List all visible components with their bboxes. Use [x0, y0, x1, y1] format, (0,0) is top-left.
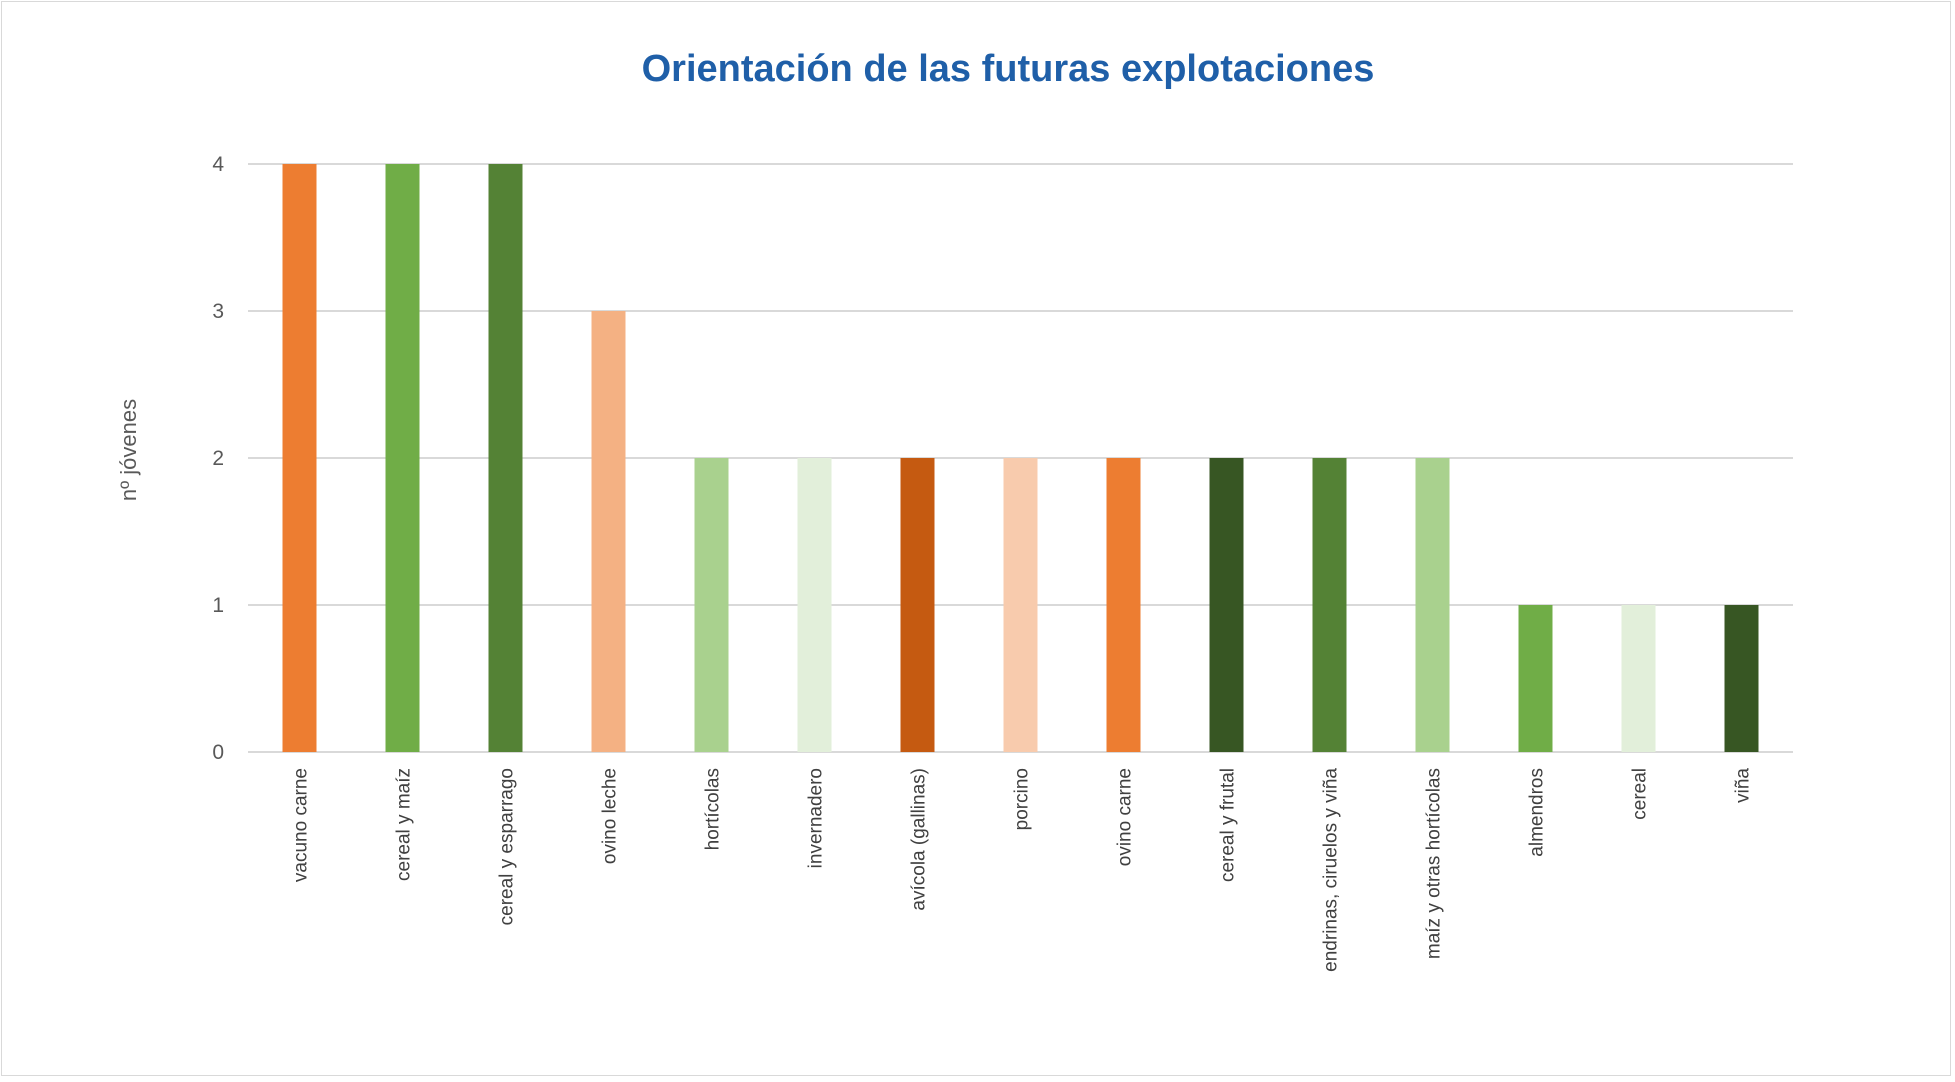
x-tick-label: cereal y frutal [1218, 768, 1239, 882]
x-tick-label: cereal y maíz [394, 768, 415, 881]
bar [1003, 458, 1038, 752]
x-tick-label: vacuno carne [291, 768, 312, 882]
x-tick-label: porcino [1012, 768, 1033, 830]
bar [1518, 605, 1553, 752]
bars [282, 164, 1759, 752]
bar [1312, 458, 1347, 752]
bar [1106, 458, 1141, 752]
x-tick-label: almendros [1527, 768, 1548, 857]
x-tick-label: viña [1733, 768, 1754, 803]
y-tick-label: 3 [212, 300, 224, 323]
x-tick-labels: vacuno carne cereal y maíz cereal y esparr… [291, 768, 1754, 972]
x-tick-label: endrinas, ciruelos y viña [1321, 768, 1342, 972]
bar [1621, 605, 1656, 752]
chart-title: Orientación de las futuras explotaciones [642, 48, 1375, 90]
bar [1724, 605, 1759, 752]
bar [900, 458, 935, 752]
bar [488, 164, 523, 752]
bar [282, 164, 317, 752]
x-tick-label: ovino carne [1115, 768, 1136, 866]
bar [797, 458, 832, 752]
bar [1415, 458, 1450, 752]
bar [694, 458, 729, 752]
y-axis-label: nº jóvenes [116, 399, 141, 501]
x-tick-label: hortícolas [703, 768, 724, 850]
x-tick-label: cereal y esparrago [497, 768, 518, 925]
bar [591, 311, 626, 752]
y-tick-labels: 0 1 2 3 4 [212, 153, 224, 764]
y-tick-label: 1 [212, 594, 224, 617]
y-tick-label: 2 [212, 447, 224, 470]
bar [385, 164, 420, 752]
y-tick-label: 4 [212, 153, 224, 176]
x-tick-label: cereal [1630, 768, 1651, 820]
x-tick-label: invernadero [806, 768, 827, 868]
x-tick-label: maíz y otras hortícolas [1424, 768, 1445, 959]
x-tick-label: ovino leche [600, 768, 621, 864]
x-tick-label: avícola (gallinas) [909, 768, 930, 911]
y-tick-label: 0 [212, 741, 224, 764]
bar [1209, 458, 1244, 752]
